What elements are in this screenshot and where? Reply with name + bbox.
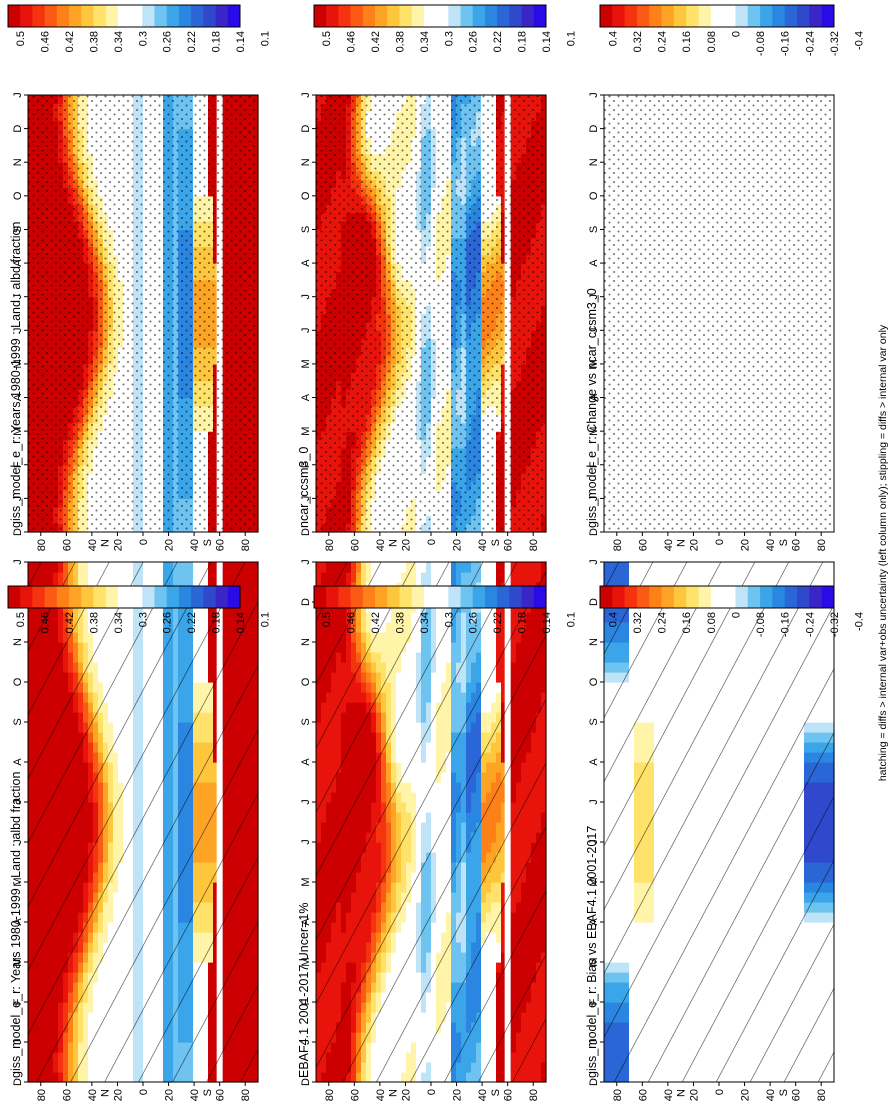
y-tick-label: 0 [138, 1089, 150, 1095]
x-tick-label: D [300, 1078, 312, 1086]
chart-title: giss_model_e_r: Years 1980-1999 : Land :… [9, 771, 23, 1078]
y-tick-label: 40 [477, 1089, 489, 1101]
y-tick-label: 60 [215, 1089, 227, 1101]
y-tick-label: 20 [400, 1089, 412, 1101]
y-tick-label: 20 [164, 1089, 176, 1101]
x-tick-label: A [12, 758, 24, 766]
x-tick-label: S [12, 718, 24, 725]
y-tick-label: 20 [452, 1089, 464, 1101]
y-tick-label: 0 [426, 1089, 438, 1095]
x-tick-label: J [300, 799, 312, 805]
hemisphere-label: S [202, 1089, 214, 1096]
chart-title: EBAF4.1 2001-2017 Uncer=1% [297, 903, 311, 1078]
x-tick-label: A [300, 758, 312, 766]
y-tick-label: 40 [375, 1089, 387, 1101]
x-tick-label: J [300, 839, 312, 845]
x-tick-label: O [300, 677, 312, 686]
y-tick-label: 80 [528, 1089, 540, 1101]
x-tick-label: M [300, 877, 312, 886]
y-tick-label: 60 [61, 1089, 73, 1101]
x-tick-label: S [300, 718, 312, 725]
x-tick-label: N [300, 638, 312, 646]
y-tick-label: 80 [324, 1089, 336, 1101]
y-tick-label: 40 [189, 1089, 201, 1101]
hemisphere-label: S [490, 1089, 502, 1096]
x-tick-label: J [12, 559, 24, 565]
y-tick-label: 80 [36, 1089, 48, 1101]
hatching-overlay [28, 562, 258, 1082]
hemisphere-label: N [388, 1089, 400, 1097]
panel-2: 80 60 40 20 0 20 40 60 80N SDJFMAMJJASONDJEBAF4.1… [297, 559, 547, 1101]
y-tick-label: 40 [87, 1089, 99, 1101]
panel-1: 80604020020406080NSDJFMAMJJASONDJgiss_mo… [9, 559, 259, 1101]
hemisphere-label: N [100, 1089, 112, 1097]
x-tick-label: D [12, 1078, 24, 1086]
x-tick-label: N [12, 638, 24, 646]
x-tick-label: D [300, 598, 312, 606]
y-tick-label: 20 [112, 1089, 124, 1101]
y-tick-label: 60 [349, 1089, 361, 1101]
x-tick-label: J [300, 559, 312, 565]
x-tick-label: O [12, 677, 24, 686]
hatching-overlay [316, 562, 546, 1082]
y-tick-label: 60 [503, 1089, 515, 1101]
panel-3: 80 60 40 20 0 20 40 60 80N SDJFMAMJJASONDJgiss_mo… [585, 559, 835, 1101]
y-tick-label: 80 [240, 1089, 252, 1101]
